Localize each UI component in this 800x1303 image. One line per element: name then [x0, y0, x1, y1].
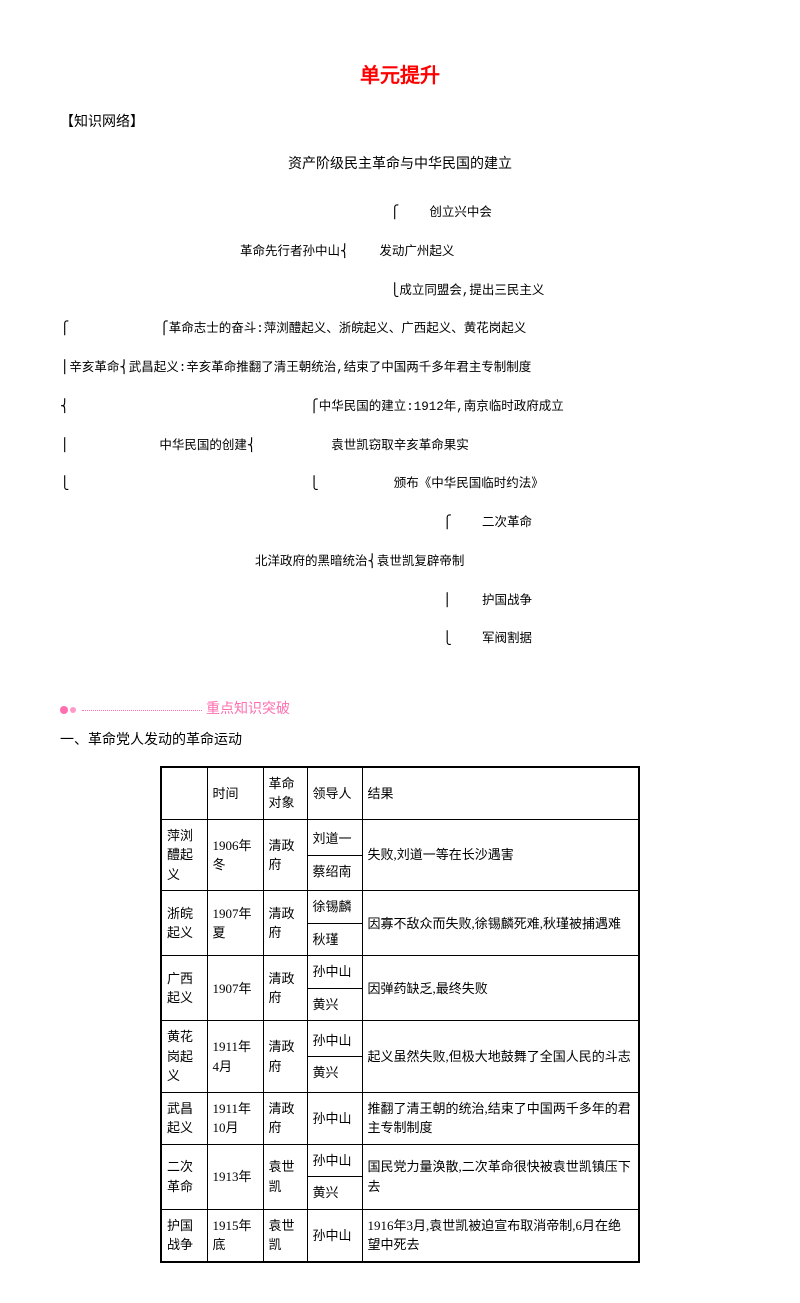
- table-row: 武昌起义1911年10月清政府孙中山推翻了清王朝的统治,结束了中国两千多年的君主…: [161, 1092, 639, 1144]
- diagram-line: ⎩ ⎩ 颁布《中华民国临时约法》: [60, 475, 740, 494]
- header-cell: [161, 767, 207, 820]
- diagram-line: ⎩成立同盟会,提出三民主义: [60, 282, 740, 301]
- diagram-line: ⎧ 二次革命: [60, 514, 740, 533]
- knowledge-network-label: 【知识网络】: [60, 112, 740, 134]
- result-cell: 因弹药缺乏,最终失败: [362, 956, 639, 1021]
- diagram-title: 资产阶级民主革命与中华民国的建立: [60, 154, 740, 176]
- leader-cell: 孙中山黄兴: [307, 1144, 362, 1209]
- target-cell: 清政府: [263, 819, 307, 891]
- result-cell: 起义虽然失败,但极大地鼓舞了全国人民的斗志: [362, 1021, 639, 1093]
- diagram-line: ⎪辛亥革命⎨武昌起义:辛亥革命推翻了清王朝统治,结束了中国两千多年君主专制制度: [60, 359, 740, 378]
- time-cell: 1915年底: [207, 1209, 263, 1262]
- leader-cell: 孙中山: [307, 1092, 362, 1144]
- name-cell: 浙皖起义: [161, 891, 207, 956]
- target-cell: 清政府: [263, 1021, 307, 1093]
- time-cell: 1913年: [207, 1144, 263, 1209]
- breakthrough-text: 重点知识突破: [206, 699, 290, 721]
- table-row: 浙皖起义1907年夏清政府徐锡麟秋瑾因寡不敌众而失败,徐锡麟死难,秋瑾被捕遇难: [161, 891, 639, 956]
- result-cell: 国民党力量涣散,二次革命很快被袁世凯镇压下去: [362, 1144, 639, 1209]
- diagram-line: ⎪ 中华民国的创建⎨ 袁世凯窃取辛亥革命果实: [60, 437, 740, 456]
- name-cell: 广西起义: [161, 956, 207, 1021]
- time-cell: 1911年10月: [207, 1092, 263, 1144]
- divider-line: [82, 710, 202, 711]
- result-cell: 因寡不敌众而失败,徐锡麟死难,秋瑾被捕遇难: [362, 891, 639, 956]
- target-cell: 袁世凯: [263, 1209, 307, 1262]
- name-cell: 黄花岗起义: [161, 1021, 207, 1093]
- diagram-line: ⎪ 护国战争: [60, 592, 740, 611]
- name-cell: 护国战争: [161, 1209, 207, 1262]
- target-cell: 清政府: [263, 1092, 307, 1144]
- header-cell: 革命对象: [263, 767, 307, 820]
- section-subheading: 一、革命党人发动的革命运动: [60, 730, 740, 752]
- revolutions-table: 时间 革命对象 领导人 结果 萍浏醴起义1906年冬清政府刘道一蔡绍南失败,刘道…: [160, 766, 640, 1263]
- result-cell: 推翻了清王朝的统治,结束了中国两千多年的君主专制制度: [362, 1092, 639, 1144]
- time-cell: 1907年: [207, 956, 263, 1021]
- table-header-row: 时间 革命对象 领导人 结果: [161, 767, 639, 820]
- target-cell: 袁世凯: [263, 1144, 307, 1209]
- target-cell: 清政府: [263, 956, 307, 1021]
- diagram-line: 革命先行者孙中山⎨ 发动广州起义: [60, 243, 740, 262]
- leader-cell: 刘道一蔡绍南: [307, 819, 362, 891]
- diagram-line: 北洋政府的黑暗统治⎨袁世凯复辟帝制: [60, 553, 740, 572]
- diagram-line: ⎨ ⎧中华民国的建立:1912年,南京临时政府成立: [60, 398, 740, 417]
- table-row: 黄花岗起义1911年4月清政府孙中山黄兴起义虽然失败,但极大地鼓舞了全国人民的斗…: [161, 1021, 639, 1093]
- name-cell: 武昌起义: [161, 1092, 207, 1144]
- leader-cell: 孙中山黄兴: [307, 956, 362, 1021]
- knowledge-diagram: ⎧ 创立兴中会 革命先行者孙中山⎨ 发动广州起义 ⎩成立同盟会,提出三民主义 ⎧…: [60, 185, 740, 669]
- header-cell: 时间: [207, 767, 263, 820]
- bullet-icon: [60, 706, 68, 714]
- table-row: 萍浏醴起义1906年冬清政府刘道一蔡绍南失败,刘道一等在长沙遇害: [161, 819, 639, 891]
- leader-cell: 孙中山: [307, 1209, 362, 1262]
- bullet-icon: [70, 707, 76, 713]
- name-cell: 萍浏醴起义: [161, 819, 207, 891]
- breakthrough-heading: 重点知识突破: [60, 699, 740, 721]
- leader-cell: 徐锡麟秋瑾: [307, 891, 362, 956]
- target-cell: 清政府: [263, 891, 307, 956]
- time-cell: 1906年冬: [207, 819, 263, 891]
- name-cell: 二次革命: [161, 1144, 207, 1209]
- time-cell: 1907年夏: [207, 891, 263, 956]
- time-cell: 1911年4月: [207, 1021, 263, 1093]
- header-cell: 结果: [362, 767, 639, 820]
- result-cell: 失败,刘道一等在长沙遇害: [362, 819, 639, 891]
- diagram-line: ⎧ ⎧革命志士的奋斗:萍浏醴起义、浙皖起义、广西起义、黄花岗起义: [60, 320, 740, 339]
- table-row: 护国战争1915年底袁世凯孙中山1916年3月,袁世凯被迫宣布取消帝制,6月在绝…: [161, 1209, 639, 1262]
- page-title: 单元提升: [60, 60, 740, 92]
- table-row: 二次革命1913年袁世凯孙中山黄兴国民党力量涣散,二次革命很快被袁世凯镇压下去: [161, 1144, 639, 1209]
- diagram-line: ⎧ 创立兴中会: [60, 204, 740, 223]
- diagram-line: ⎩ 军阀割据: [60, 630, 740, 649]
- result-cell: 1916年3月,袁世凯被迫宣布取消帝制,6月在绝望中死去: [362, 1209, 639, 1262]
- table-row: 广西起义1907年清政府孙中山黄兴因弹药缺乏,最终失败: [161, 956, 639, 1021]
- header-cell: 领导人: [307, 767, 362, 820]
- leader-cell: 孙中山黄兴: [307, 1021, 362, 1093]
